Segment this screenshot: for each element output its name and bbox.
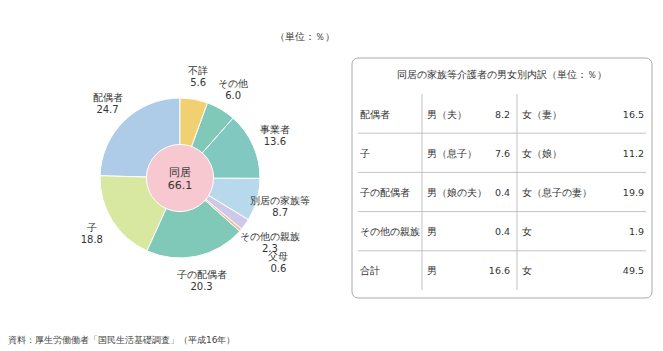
slice-label-name: 別居の家族等	[250, 195, 310, 206]
table-cell: 11.2	[623, 148, 644, 159]
slice-label-name: その他の親族	[240, 231, 300, 242]
table-cell: 女（妻）	[522, 109, 562, 120]
table-cell: その他の親族	[360, 226, 420, 237]
slice-label: 別居の家族等8.7	[250, 195, 310, 218]
slice-labels: 配偶者24.7子18.8子の配偶者20.3父母0.6その他の親族2.3別居の家族…	[81, 65, 310, 292]
table-cell: 女（息子の妻）	[522, 187, 592, 198]
table-cell: 16.5	[623, 109, 644, 120]
unit-label: （単位：％）	[275, 31, 335, 42]
center-circle	[146, 144, 213, 211]
pie: 配偶者24.7子18.8子の配偶者20.3父母0.6その他の親族2.3別居の家族…	[81, 65, 310, 292]
slice-label-value: 24.7	[96, 104, 118, 115]
table-cell: 男（夫）	[427, 109, 467, 120]
table-cell: 0.4	[495, 187, 510, 198]
table-cell: 子の配偶者	[360, 187, 410, 198]
slice-label: その他6.0	[218, 78, 248, 101]
slice-label-value: 8.7	[272, 207, 288, 218]
slice-label-name: 不詳	[188, 65, 208, 76]
slice-label: 子18.8	[81, 222, 103, 245]
table-cell: 男（息子）	[427, 148, 477, 159]
table-rule	[422, 133, 423, 172]
source-label: 資料：厚生労働働者「国民生活基礎調査」（平成16年）	[8, 335, 235, 345]
slice-label-value: 13.6	[264, 136, 286, 147]
slice-label: その他の親族2.3	[240, 231, 300, 254]
table-rule	[422, 94, 423, 133]
slice-label-name: 配偶者	[93, 92, 123, 103]
slice-label: 事業者13.6	[260, 124, 290, 147]
table-rule	[358, 172, 646, 173]
slice-label-name: その他	[218, 78, 248, 89]
table-rule	[517, 94, 518, 133]
table-cell: 49.5	[623, 265, 644, 276]
table-cell: 男（娘の夫）	[427, 187, 487, 198]
center-label: 66.1	[168, 179, 193, 192]
chart-root: 配偶者24.7子18.8子の配偶者20.3父母0.6その他の親族2.3別居の家族…	[0, 0, 663, 351]
table-cell: 子	[360, 148, 370, 159]
table-cell: 0.4	[495, 226, 510, 237]
slices	[100, 98, 260, 258]
table-rule	[358, 250, 646, 251]
slice-label-value: 0.6	[270, 263, 286, 274]
table-cell: 8.2	[495, 109, 510, 120]
table-rule	[517, 133, 518, 172]
table-cell: 19.9	[623, 187, 644, 198]
table-cell: 女（娘）	[522, 148, 562, 159]
table-cell: 男	[427, 265, 437, 276]
table-rule	[358, 211, 646, 212]
table-rule	[422, 172, 423, 211]
table-cell: 16.6	[489, 265, 510, 276]
table-cell: 配偶者	[360, 109, 390, 120]
table-title: 同居の家族等介護者の男女別内訳（単位：％）	[397, 69, 607, 80]
slice-label-value: 18.8	[81, 234, 103, 245]
table: 同居の家族等介護者の男女別内訳（単位：％） 配偶者 男（夫） 8.2 女（妻） 16.5 子…	[352, 58, 652, 298]
slice-label: 不詳5.6	[188, 65, 208, 88]
table-rule	[517, 212, 518, 251]
table-cell: 男	[427, 226, 437, 237]
slice-label-name: 事業者	[260, 124, 290, 135]
slice-label-name: 子の配偶者	[177, 269, 227, 280]
table-cell: 女	[522, 226, 532, 237]
slice-label-name: 子	[87, 222, 97, 233]
table-rule	[422, 251, 423, 290]
center-label: 同居	[169, 166, 191, 179]
table-rule	[422, 212, 423, 251]
table-box	[352, 58, 652, 298]
slice-label-value: 2.3	[262, 243, 278, 254]
slice-label: 子の配偶者20.3	[177, 269, 227, 292]
slice-label: 配偶者24.7	[93, 92, 123, 115]
slice-label: 父母0.6	[268, 251, 288, 274]
table-cell: 7.6	[495, 148, 510, 159]
slice-label-value: 5.6	[190, 77, 206, 88]
table-cell: 合計	[360, 265, 380, 276]
slice-label-value: 6.0	[225, 90, 241, 101]
table-rule	[358, 133, 646, 134]
table-cell: 1.9	[629, 226, 644, 237]
table-rule	[517, 251, 518, 290]
table-cell: 女	[522, 265, 532, 276]
slice-label-value: 20.3	[190, 281, 212, 292]
table-rule	[517, 172, 518, 211]
